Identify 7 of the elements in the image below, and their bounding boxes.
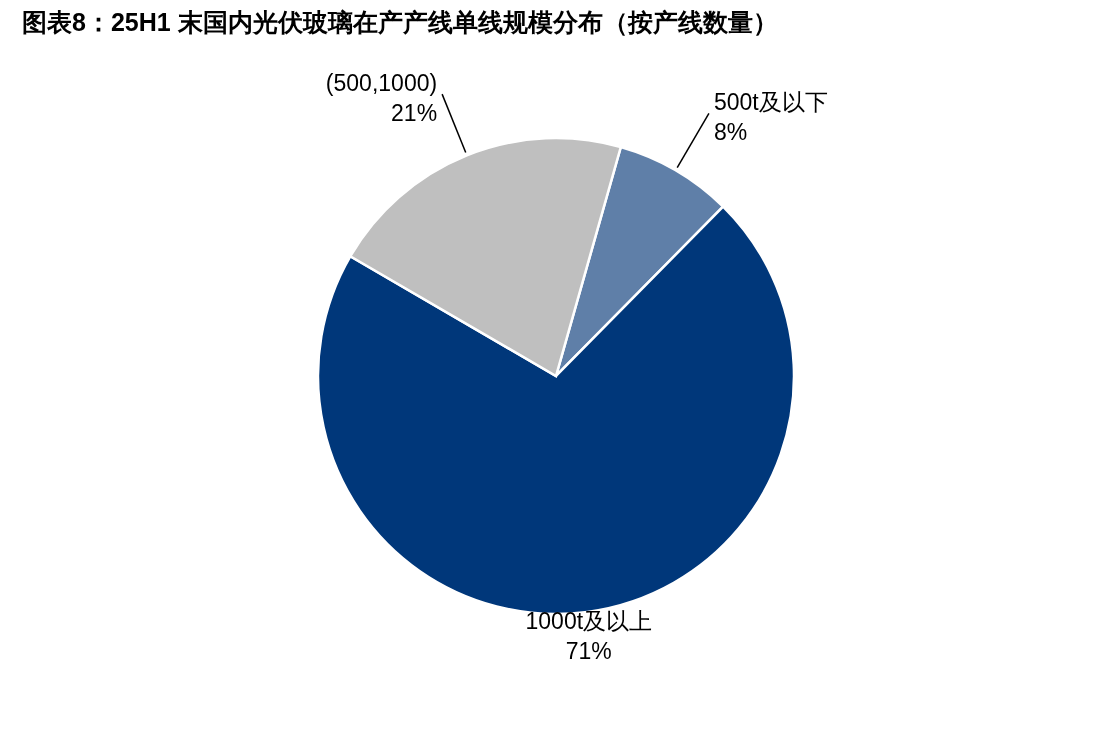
data-label: 8% [713, 119, 748, 146]
chart-title: 图表8：25H1 末国内光伏玻璃在产产线单线规模分布（按产线数量） [22, 8, 778, 36]
slice-label: (500,1000) [325, 70, 438, 97]
data-label: 21% [391, 100, 438, 127]
slice-label: 1000t及以上 [525, 607, 653, 634]
slice-label: 500t及以下 [713, 89, 828, 116]
data-label: 71% [565, 637, 612, 664]
